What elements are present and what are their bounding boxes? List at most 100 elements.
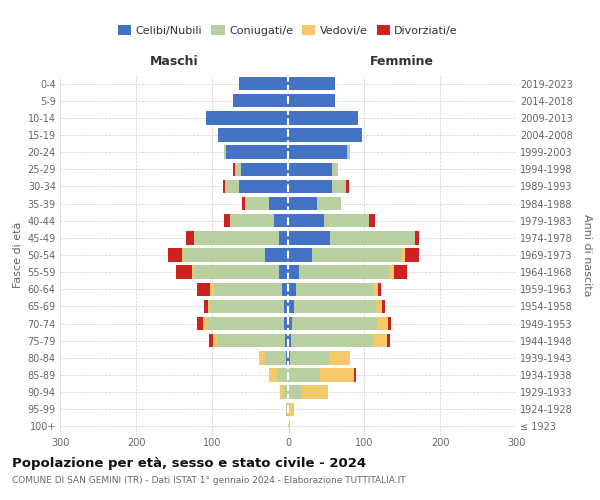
Bar (214, 282, 282, 296)
Bar (241, 162, 288, 176)
Bar (217, 334, 285, 347)
Bar (218, 128, 288, 141)
Bar (233, 94, 288, 108)
Bar (239, 77, 288, 90)
Bar (288, 111, 358, 124)
Bar (269, 368, 277, 382)
Bar (394, 266, 407, 279)
Bar (183, 248, 265, 262)
Bar (239, 180, 288, 193)
Bar (347, 146, 350, 159)
Bar (377, 317, 388, 330)
Bar (377, 282, 382, 296)
Bar (288, 282, 296, 296)
Bar (279, 266, 288, 279)
Bar (288, 77, 335, 90)
Bar (288, 146, 347, 159)
Bar (388, 317, 391, 330)
Bar (209, 334, 213, 347)
Bar (242, 197, 245, 210)
Bar (382, 300, 385, 313)
Bar (302, 386, 328, 399)
Bar (233, 162, 235, 176)
Bar (346, 180, 349, 193)
Bar (325, 214, 368, 228)
Bar (330, 231, 415, 244)
Bar (210, 300, 284, 313)
Bar (208, 300, 210, 313)
Y-axis label: Anni di nascita: Anni di nascita (583, 214, 592, 296)
Bar (288, 214, 325, 228)
Text: Femmine: Femmine (370, 55, 434, 68)
Bar (211, 282, 214, 296)
Bar (176, 266, 192, 279)
Bar (224, 214, 230, 228)
Bar (415, 231, 419, 244)
Bar (235, 162, 241, 176)
Bar (294, 300, 376, 313)
Bar (182, 248, 183, 262)
Bar (288, 94, 335, 108)
Bar (274, 214, 288, 228)
Bar (288, 231, 330, 244)
Bar (290, 351, 329, 364)
Bar (296, 282, 373, 296)
Bar (282, 282, 288, 296)
Bar (368, 214, 374, 228)
Bar (402, 248, 405, 262)
Bar (288, 180, 332, 193)
Bar (205, 300, 208, 313)
Bar (376, 300, 382, 313)
Bar (288, 197, 317, 210)
Bar (259, 351, 265, 364)
Bar (213, 334, 217, 347)
Bar (288, 128, 362, 141)
Bar (194, 231, 279, 244)
Bar (291, 334, 373, 347)
Bar (224, 146, 226, 159)
Bar (286, 402, 288, 416)
Bar (292, 317, 377, 330)
Text: COMUNE DI SAN GEMINI (TR) - Dati ISTAT 1° gennaio 2024 - Elaborazione TUTTITALIA: COMUNE DI SAN GEMINI (TR) - Dati ISTAT 1… (12, 476, 406, 485)
Bar (197, 317, 203, 330)
Bar (320, 368, 354, 382)
Bar (285, 334, 288, 347)
Text: Maschi: Maschi (149, 55, 199, 68)
Bar (206, 111, 288, 124)
Bar (277, 368, 288, 382)
Bar (203, 317, 206, 330)
Bar (226, 146, 288, 159)
Bar (192, 266, 194, 279)
Bar (284, 300, 288, 313)
Bar (288, 420, 290, 433)
Bar (284, 317, 288, 330)
Bar (299, 266, 389, 279)
Bar (265, 248, 288, 262)
Bar (387, 334, 390, 347)
Bar (288, 386, 302, 399)
Bar (245, 197, 269, 210)
Bar (288, 266, 299, 279)
Bar (329, 351, 350, 364)
Bar (280, 386, 284, 399)
Bar (223, 180, 225, 193)
Bar (373, 334, 387, 347)
Bar (168, 248, 182, 262)
Bar (373, 282, 377, 296)
Bar (313, 248, 402, 262)
Bar (279, 231, 288, 244)
Bar (206, 317, 284, 330)
Bar (269, 197, 288, 210)
Bar (332, 162, 338, 176)
Bar (288, 300, 294, 313)
Text: Popolazione per età, sesso e stato civile - 2024: Popolazione per età, sesso e stato civil… (12, 458, 366, 470)
Bar (288, 248, 313, 262)
Bar (354, 368, 356, 382)
Bar (186, 231, 194, 244)
Bar (284, 386, 288, 399)
Bar (197, 282, 211, 296)
Bar (389, 266, 394, 279)
Bar (405, 248, 419, 262)
Bar (225, 180, 239, 193)
Bar (288, 402, 294, 416)
